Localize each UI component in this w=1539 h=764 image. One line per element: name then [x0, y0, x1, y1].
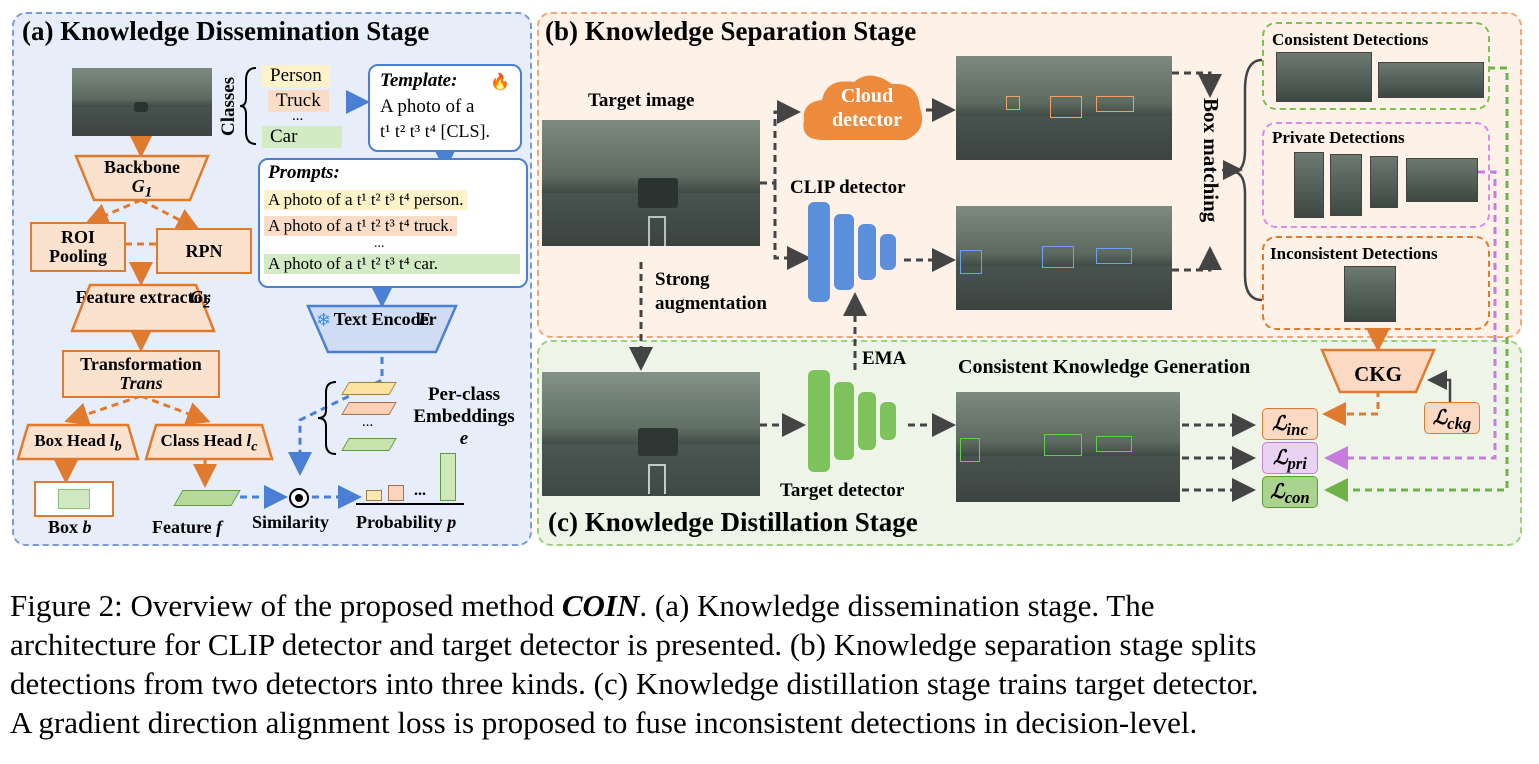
- class-car: Car: [262, 126, 342, 148]
- ckg-label: CKG: [1354, 362, 1402, 386]
- clip-detector-label: CLIP detector: [790, 177, 906, 198]
- clip-detector-network: [808, 202, 896, 302]
- private-crop-2: [1330, 154, 1362, 216]
- box-head-trapezoid: [16, 423, 140, 461]
- text-encoder-label: Text Encoder E: [333, 309, 437, 329]
- class-truck: Truck: [268, 90, 329, 112]
- box-label: Box b: [48, 517, 92, 537]
- target-detector-label: Target detector: [780, 480, 905, 501]
- template-title: Template:: [380, 70, 458, 91]
- ema-label: EMA: [862, 348, 907, 369]
- feature-extractor-trapezoid: [70, 283, 216, 333]
- text-encoder-trapezoid: [306, 304, 458, 354]
- loss-pri: ℒpri: [1262, 442, 1318, 474]
- prompts-box: Prompts: A photo of a t¹ t² t³ t⁴ person…: [258, 158, 528, 288]
- loss-con: ℒcon: [1262, 476, 1318, 508]
- backbone-label: Backbone G1: [103, 157, 181, 201]
- private-crop-1: [1294, 152, 1324, 218]
- probability-label: Probability p: [356, 512, 457, 532]
- private-detections-box: [1262, 122, 1490, 228]
- class-person: Person: [262, 65, 330, 87]
- box-matching-label: Box matching: [1199, 98, 1223, 223]
- inconsistent-crop: [1344, 266, 1396, 322]
- template-line2: t¹ t² t³ t⁴ [CLS].: [380, 121, 490, 141]
- strong-aug-label: Strong augmentation: [655, 269, 767, 314]
- panel-b-title: (b) Knowledge Separation Stage: [545, 16, 917, 46]
- caption-line-3: detections from two detectors into three…: [10, 666, 1259, 701]
- inconsistent-detections-title: Inconsistent Detections: [1270, 244, 1438, 263]
- clip-detection-image: [956, 206, 1172, 310]
- roi-pooling-box: ROI Pooling: [30, 222, 126, 272]
- box-output: [34, 481, 114, 517]
- class-head-label: Class Head lc: [160, 431, 258, 455]
- feature-bar: [173, 490, 241, 506]
- cloud-detector-icon: [803, 75, 923, 140]
- backbone-trapezoid: [74, 154, 210, 202]
- augmented-image: [542, 372, 760, 496]
- per-class-label: Per-class Embeddings e: [413, 384, 515, 449]
- private-detections-title: Private Detections: [1272, 128, 1405, 147]
- panel-a-title: (a) Knowledge Dissemination Stage: [22, 16, 430, 46]
- class-ellipsis: ...: [292, 108, 304, 124]
- input-image-thumb: [72, 68, 212, 136]
- prob-ellipsis: ...: [414, 482, 426, 499]
- prob-bar-1: [366, 490, 382, 501]
- prompts-title: Prompts:: [268, 162, 340, 183]
- prompt-car: A photo of a t¹ t² t³ t⁴ car.: [264, 254, 520, 274]
- similarity-dot: [289, 488, 309, 508]
- prob-bar-2: [388, 485, 404, 501]
- target-detector-network: [808, 370, 896, 472]
- prob-axis: [356, 503, 464, 505]
- class-head-trapezoid: [144, 423, 274, 461]
- distillation-image: [956, 392, 1180, 502]
- template-box: Template: 🔥 A photo of a t¹ t² t³ t⁴ [CL…: [368, 64, 522, 152]
- cloud-detector-label: Cloud detector: [832, 85, 902, 131]
- embedding-person: [341, 382, 397, 395]
- consistent-detections-box: [1262, 22, 1490, 110]
- classes-label: Classes: [218, 76, 239, 136]
- box-head-label: Box Head lb: [34, 431, 122, 455]
- consistent-crop-2: [1378, 62, 1484, 98]
- prompt-person: A photo of a t¹ t² t³ t⁴ person.: [264, 190, 468, 210]
- feature-label: Feature f: [152, 517, 223, 537]
- embeddings-brace: [318, 381, 337, 455]
- inconsistent-detections-box: [1262, 236, 1490, 330]
- template-line1: A photo of a: [380, 96, 475, 117]
- prompt-ellipsis: ...: [374, 236, 385, 251]
- flame-icon: 🔥: [490, 74, 510, 91]
- consistent-detections-title: Consistent Detections: [1272, 30, 1429, 49]
- caption-line-1: Figure 2: Overview of the proposed metho…: [10, 588, 1155, 623]
- rpn-box: RPN: [156, 228, 252, 274]
- ckg-trapezoid: [1320, 348, 1436, 394]
- embedding-ellipsis: ...: [362, 414, 374, 430]
- private-crop-3: [1370, 156, 1398, 208]
- caption-line-4: A gradient direction alignment loss is p…: [10, 705, 1198, 740]
- loss-ckg: ℒckg: [1424, 402, 1480, 434]
- classes-brace: [240, 67, 257, 145]
- caption-line-2: architecture for CLIP detector and targe…: [10, 627, 1257, 662]
- target-image: [542, 120, 760, 246]
- cloud-detection-image: [956, 56, 1172, 160]
- loss-inc: ℒinc: [1262, 408, 1318, 440]
- target-image-label: Target image: [588, 90, 695, 111]
- prompt-truck: A photo of a t¹ t² t³ t⁴ truck.: [264, 216, 458, 236]
- ckg-title: Consistent Knowledge Generation: [958, 356, 1251, 378]
- consistent-crop-1: [1276, 52, 1372, 102]
- embedding-car: [341, 438, 397, 451]
- prob-bar-3: [440, 453, 456, 501]
- feature-extractor-label: Feature extractor G2: [75, 287, 211, 312]
- similarity-label: Similarity: [252, 512, 329, 532]
- transformation-box: Transformation Trans: [62, 350, 220, 398]
- private-crop-4: [1406, 158, 1478, 202]
- panel-c-title: (c) Knowledge Distillation Stage: [548, 507, 918, 537]
- snowflake-icon: ❄: [316, 310, 332, 330]
